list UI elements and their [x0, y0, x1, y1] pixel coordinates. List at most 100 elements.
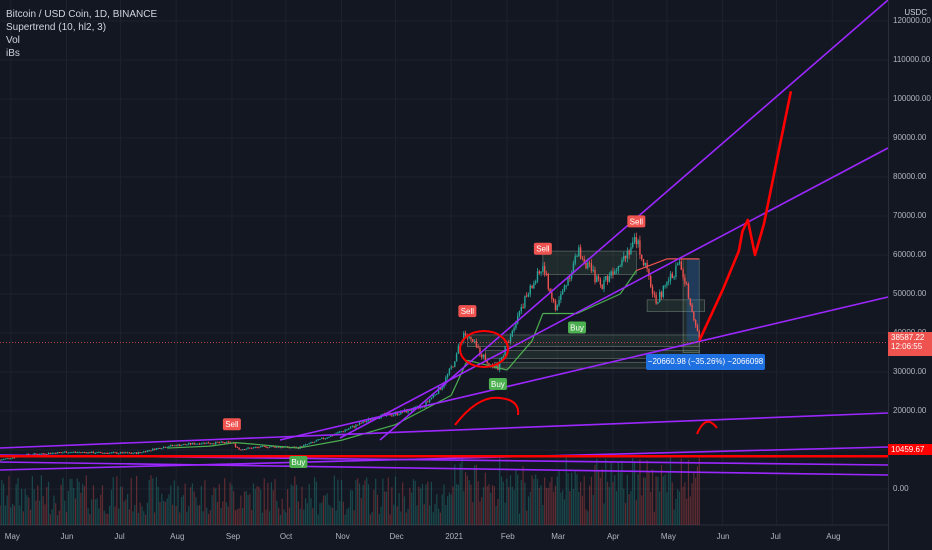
candle-body [108, 452, 111, 454]
price-axis[interactable]: USDC [888, 0, 932, 550]
volume-bar [348, 507, 350, 525]
candle-body [623, 255, 625, 260]
candle-body [610, 271, 612, 276]
volume-bar [452, 486, 454, 525]
candle-body [241, 449, 244, 451]
volume-bar [445, 505, 447, 525]
candle-body [605, 276, 607, 280]
volume-bar [1, 479, 3, 525]
candle-body [596, 276, 598, 282]
signal-badge [533, 242, 552, 255]
arc-annotation-small[interactable] [696, 420, 718, 435]
candle-body [225, 441, 228, 443]
candle-body [270, 446, 273, 448]
trendlines[interactable] [0, 0, 889, 476]
candle-body [204, 442, 206, 444]
volume-bar [642, 477, 645, 525]
candle-body [73, 451, 75, 453]
volume-bar [414, 480, 416, 525]
candle-body [400, 410, 402, 415]
volume-bar [491, 485, 494, 525]
candle-body [123, 452, 125, 454]
volume-bar [119, 486, 122, 525]
candle-body [348, 428, 350, 430]
candle-body [119, 452, 122, 454]
volume-bar [35, 500, 37, 525]
volume-bar [385, 491, 388, 525]
indicator-ibs[interactable]: iBs [6, 48, 20, 59]
trendline[interactable] [0, 461, 889, 476]
volume-bar [515, 469, 517, 525]
volume-bar [427, 481, 429, 525]
candle-body [648, 268, 650, 277]
candle-body [11, 457, 14, 459]
volume-bar [130, 478, 132, 525]
volume-bar [297, 501, 299, 525]
arc-annotation[interactable] [454, 396, 520, 426]
volume-bar [578, 491, 580, 525]
volume-bar [247, 494, 249, 525]
signal-badge [289, 456, 308, 469]
candle-body [277, 446, 280, 448]
candle-body [601, 284, 603, 289]
volume-bar [553, 491, 555, 525]
indicator-volume[interactable]: Vol [6, 35, 20, 46]
volume-bar [403, 496, 406, 525]
volume-bar [684, 482, 686, 525]
volume-bar [225, 502, 228, 525]
candle-body [141, 452, 143, 454]
candle-body [484, 354, 487, 361]
volume-bar [73, 487, 75, 525]
currency-label[interactable]: USDC [904, 8, 927, 17]
trendline[interactable] [0, 446, 889, 471]
projection-path[interactable] [698, 90, 793, 342]
volume-bar [619, 472, 621, 525]
volume-bar [116, 476, 118, 525]
volume-bar [301, 486, 303, 525]
candle-body [513, 327, 515, 331]
candle-body [560, 294, 562, 300]
horizontal-levels[interactable] [0, 342, 888, 458]
circle-annotation[interactable] [459, 330, 509, 368]
price-tick-label: 110000.00 [893, 55, 931, 64]
volume-bar [673, 509, 675, 525]
volume-bar [304, 498, 307, 525]
candle-body [177, 444, 179, 447]
candle-body [150, 450, 152, 452]
candle-body [694, 320, 697, 326]
volume-bar [698, 457, 700, 525]
candle-body [330, 435, 332, 437]
candle-body [191, 442, 194, 445]
volume-bar [499, 457, 501, 525]
indicator-supertrend[interactable]: Supertrend (10, hl2, 3) [6, 22, 107, 33]
volume-bar [51, 509, 53, 525]
candle-body [396, 412, 398, 415]
candle-body [351, 425, 354, 428]
candle-body [67, 452, 70, 454]
candle-body [450, 366, 452, 369]
bar-countdown: 12:06:55 [891, 342, 923, 351]
volume-bar [193, 491, 195, 525]
hand-drawn-annotations[interactable] [454, 90, 793, 435]
candle-body [13, 457, 16, 459]
candle-body [107, 452, 109, 454]
candle-body [691, 304, 693, 312]
volume-bar [261, 512, 264, 525]
time-tick-label: Jun [716, 532, 730, 541]
volume-bar [40, 475, 42, 525]
trendline[interactable] [279, 296, 889, 441]
volume-bar [608, 486, 610, 525]
volume-bar [92, 485, 95, 525]
trendline[interactable] [0, 412, 889, 449]
volume-bar [420, 488, 422, 525]
volume-bar [62, 477, 64, 525]
volume-bar [121, 486, 123, 525]
symbol-title[interactable]: Bitcoin / USD Coin, 1D, BINANCE [6, 9, 158, 20]
volume-bar [495, 505, 497, 525]
candle-body [313, 441, 316, 443]
candle-body [157, 447, 159, 449]
volume-bar [517, 474, 519, 525]
volume-bar [664, 474, 666, 525]
trendline[interactable] [339, 147, 889, 439]
